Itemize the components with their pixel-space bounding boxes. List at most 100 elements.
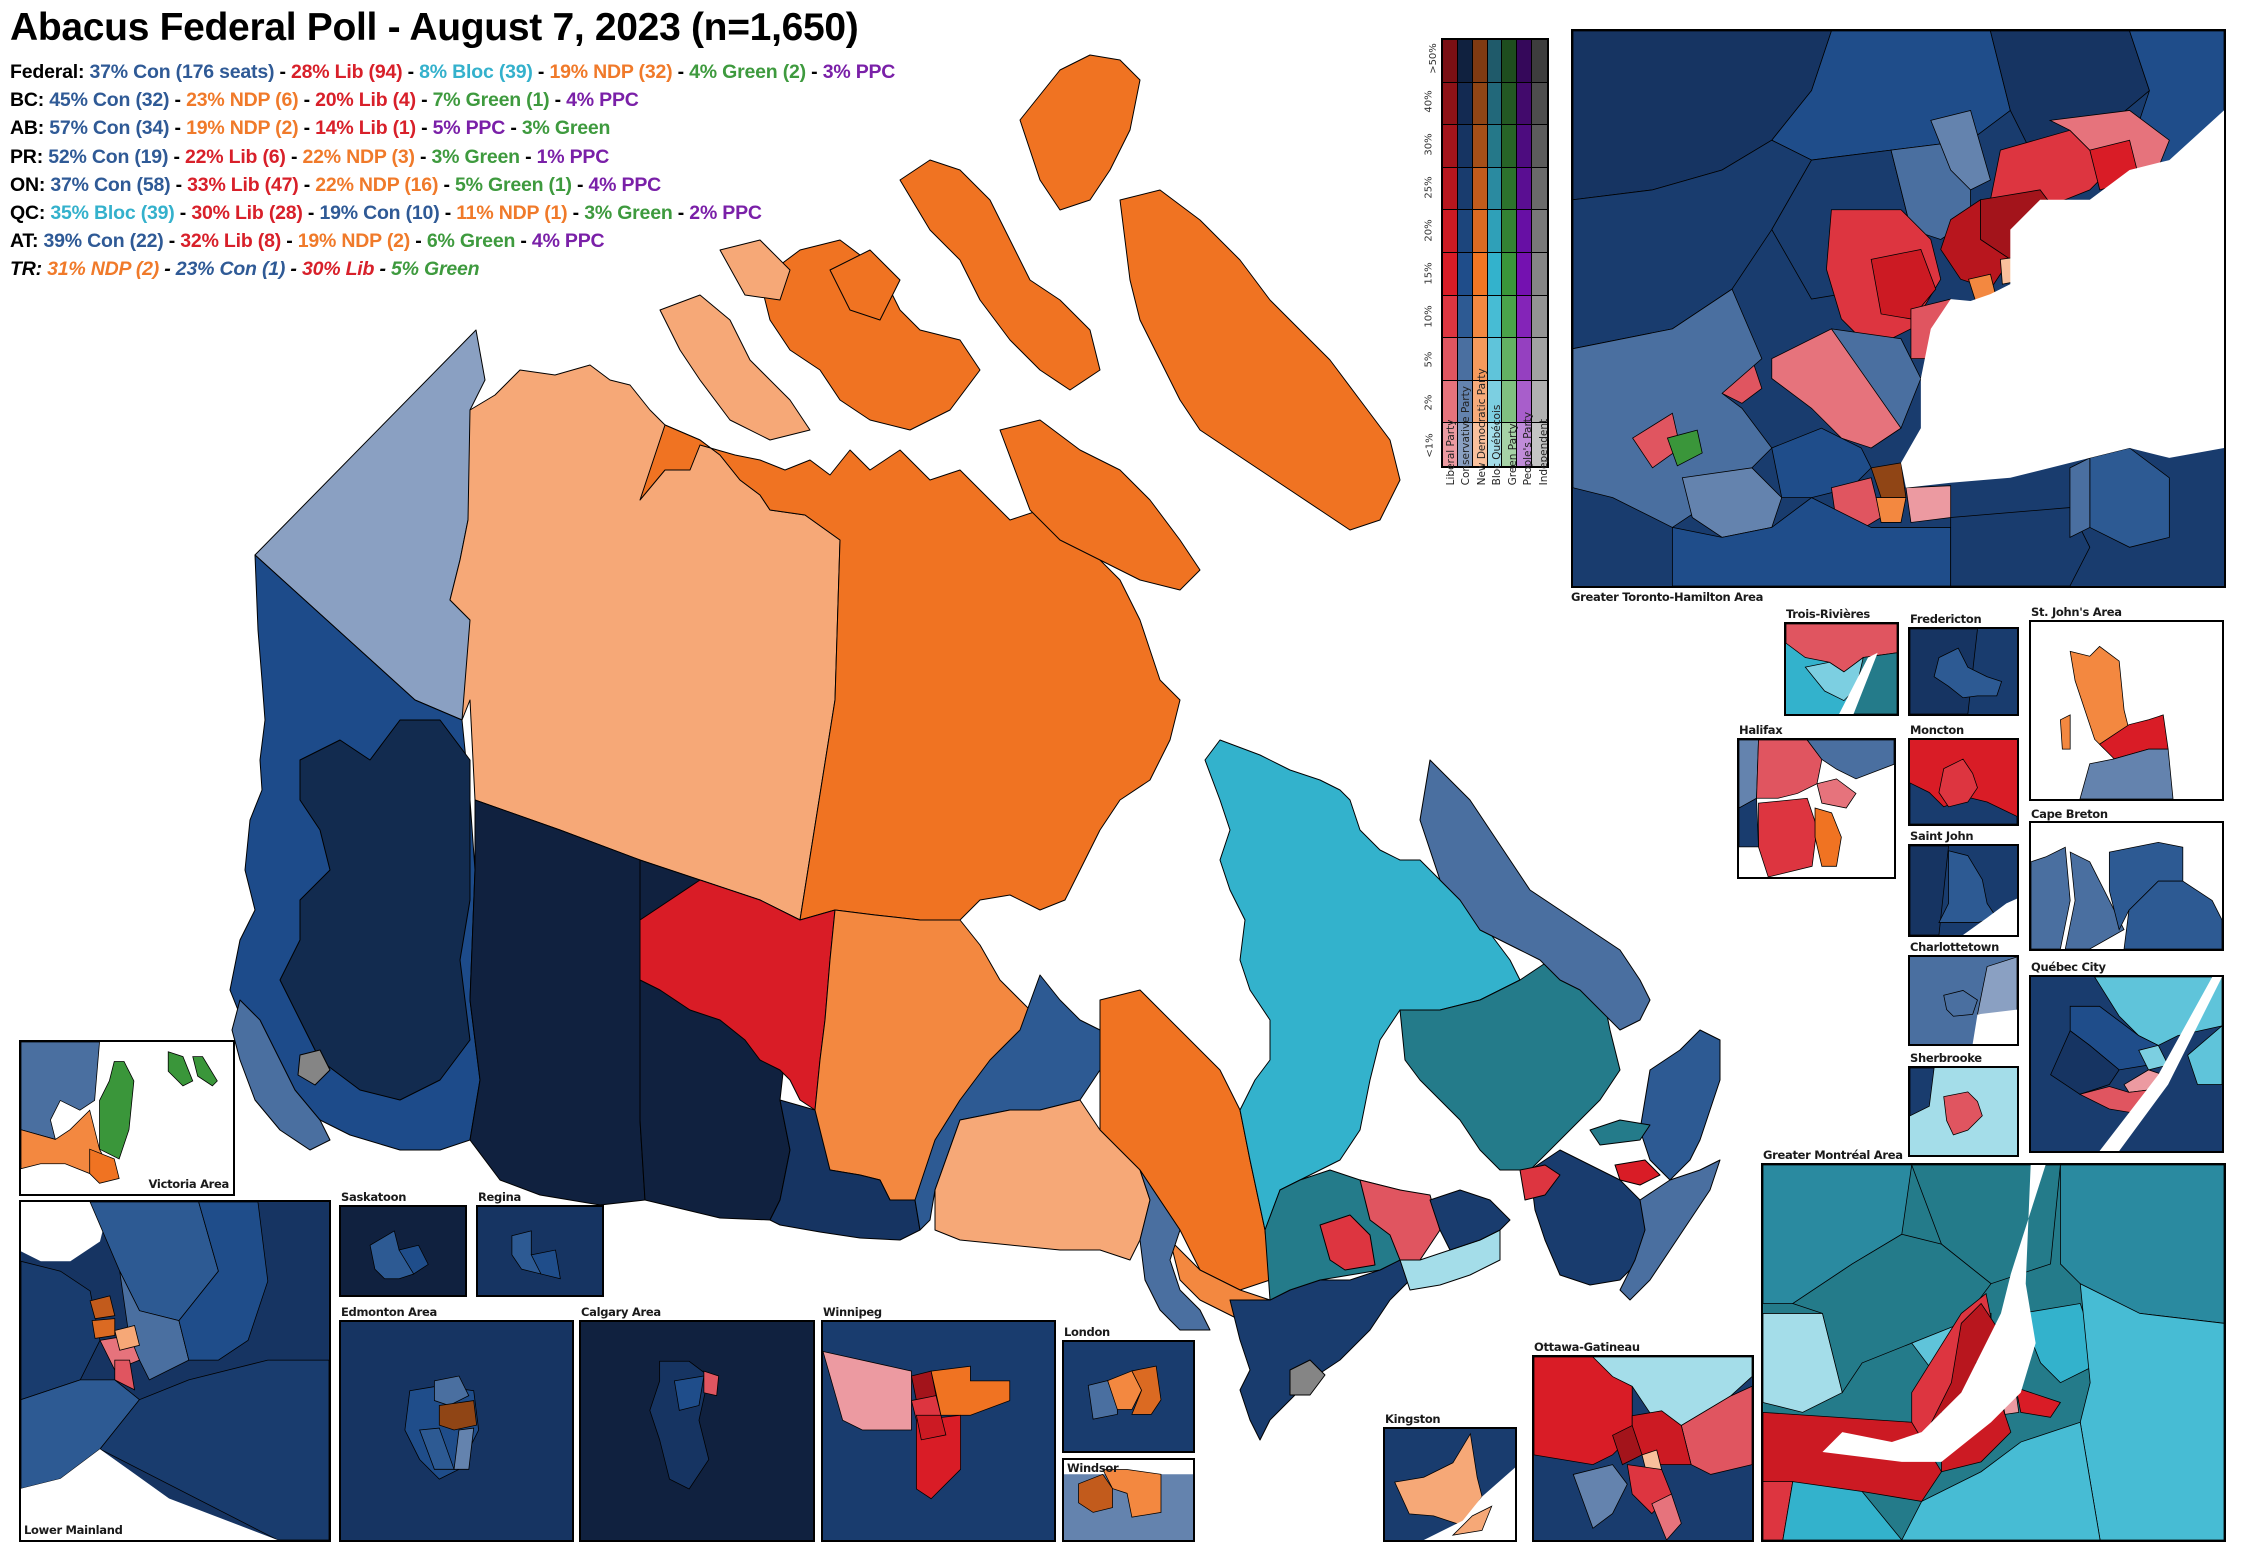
- legend-swatch: [1443, 252, 1458, 296]
- legend-swatch: [1472, 40, 1488, 83]
- legend-swatch: [1443, 125, 1458, 168]
- legend-swatch: [1502, 125, 1518, 168]
- legend-swatch: [1502, 167, 1518, 211]
- inset-sherbrooke: [1908, 1066, 2019, 1157]
- region-nb-lib: [1519, 1164, 1561, 1201]
- legend-swatch: [1517, 295, 1533, 339]
- legend-swatch: [1532, 82, 1547, 126]
- legend-swatch: [1517, 210, 1533, 253]
- legend-swatch: [1502, 252, 1518, 296]
- legend-swatch: [1487, 295, 1503, 339]
- party-result-lib: 14% Lib (1): [315, 117, 416, 140]
- legend-swatch: [1472, 167, 1488, 211]
- legend-swatch: [1532, 167, 1547, 211]
- legend-swatch: [1532, 252, 1547, 296]
- legend-swatch: [1457, 380, 1473, 424]
- region-ontario-ndp-light: [934, 1099, 1151, 1261]
- summary-region-label: BC:: [10, 89, 50, 112]
- separator: -: [170, 173, 188, 196]
- legend-tick-label: 5%: [1423, 351, 1435, 367]
- legend-swatch: [1487, 125, 1503, 168]
- region-pei-lib: [1614, 1159, 1661, 1186]
- region-quebec-city-con: [1429, 1189, 1511, 1251]
- region-ontario-con-east: [1139, 1169, 1211, 1331]
- legend-swatch: [1472, 82, 1488, 126]
- party-result-con: 19% Con (10): [319, 201, 440, 224]
- legend-swatch: [1517, 125, 1533, 168]
- region-alberta: [469, 799, 646, 1206]
- region-quebec-south-light: [1399, 1229, 1501, 1291]
- inset-label-montreal: Greater Montréal Area: [1763, 1148, 1903, 1162]
- separator: -: [298, 89, 316, 112]
- inset-victoria: Victoria Area: [19, 1040, 235, 1196]
- inset-label-quebec-city: Québec City: [2031, 960, 2106, 974]
- region-bc-interior: [279, 719, 471, 1101]
- inset-st-johns: [2029, 620, 2224, 801]
- legend-swatch: [1487, 167, 1503, 211]
- region-quebec-north: [1204, 739, 1521, 1231]
- inset-label-charlottetown: Charlottetown: [1910, 940, 2000, 954]
- separator: -: [532, 61, 550, 83]
- legend-tick-label: 15%: [1423, 261, 1435, 285]
- party-result-green: 3% Green: [584, 201, 673, 224]
- party-result-green: 5% Green: [390, 258, 480, 281]
- inset-label-sherbrooke: Sherbrooke: [1910, 1051, 1982, 1065]
- legend-swatch: [1443, 380, 1458, 424]
- legend-swatch: [1472, 338, 1488, 381]
- legend-swatch: [1517, 167, 1533, 211]
- gta-map: [1573, 31, 2224, 586]
- legend-party-label: Green Party: [1505, 423, 1520, 587]
- legend-swatch: [1532, 295, 1547, 339]
- separator: -: [298, 173, 316, 196]
- legend-swatch: [1443, 82, 1458, 126]
- legend-swatch: [1502, 295, 1518, 339]
- inset-halifax: [1737, 738, 1896, 879]
- party-result-ndp: 23% NDP (6): [186, 89, 299, 112]
- separator: -: [567, 201, 585, 224]
- inset-gta: [1571, 29, 2226, 588]
- inset-label-winnipeg: Winnipeg: [823, 1305, 882, 1319]
- party-result-lib: 22% Lib (6): [184, 145, 286, 168]
- legend-swatch: [1502, 423, 1518, 466]
- inset-montreal: [1761, 1163, 2226, 1542]
- separator: -: [169, 89, 187, 112]
- separator: -: [415, 117, 433, 140]
- legend-swatch: [1472, 252, 1488, 296]
- inset-label-victoria: Victoria Area: [148, 1177, 230, 1191]
- inset-label-fredericton: Fredericton: [1910, 612, 1982, 626]
- inset-ottawa-gatineau: [1532, 1355, 1754, 1542]
- separator: -: [169, 117, 187, 140]
- inset-fredericton: [1908, 627, 2019, 716]
- legend-swatch: [1457, 210, 1473, 253]
- separator: -: [515, 230, 532, 253]
- party-result-con: 23% Con (1): [175, 258, 286, 281]
- legend-swatch: [1517, 82, 1533, 126]
- summary-line: QC: 35% Bloc (39) - 30% Lib (28) - 19% C…: [10, 199, 895, 227]
- separator: -: [571, 173, 589, 196]
- region-nunavut: [639, 424, 1181, 921]
- legend-tick-label: 20%: [1423, 218, 1435, 242]
- separator: -: [281, 230, 298, 253]
- legend-swatch: [1457, 125, 1473, 168]
- legend-swatch: [1502, 40, 1518, 83]
- inset-label-cape-breton: Cape Breton: [2031, 807, 2108, 821]
- inset-charlottetown: [1908, 955, 2019, 1046]
- party-result-ndp: 19% NDP (2): [297, 230, 411, 253]
- party-result-ndp: 19% NDP (32): [549, 61, 673, 83]
- region-gta-grey: [1289, 1359, 1326, 1396]
- poll-summary: Federal: 37% Con (176 seats) - 28% Lib (…: [10, 58, 895, 284]
- summary-region-label: TR:: [10, 258, 48, 281]
- legend-swatch: [1532, 380, 1547, 424]
- party-result-lib: 30% Lib: [301, 258, 375, 281]
- inset-calgary: [579, 1320, 815, 1542]
- legend-party-label: Bloc Québécois: [1489, 405, 1504, 587]
- separator: -: [414, 145, 432, 168]
- legend-swatch: [1487, 40, 1503, 83]
- inset-label-kingston: Kingston: [1385, 1412, 1441, 1426]
- legend-swatch: [1502, 210, 1518, 253]
- party-result-ppc: 2% PPC: [689, 201, 762, 224]
- legend-swatch: [1532, 40, 1547, 83]
- region-arctic-islands-2: [899, 159, 1101, 391]
- legend-tick-label: 30%: [1423, 132, 1435, 156]
